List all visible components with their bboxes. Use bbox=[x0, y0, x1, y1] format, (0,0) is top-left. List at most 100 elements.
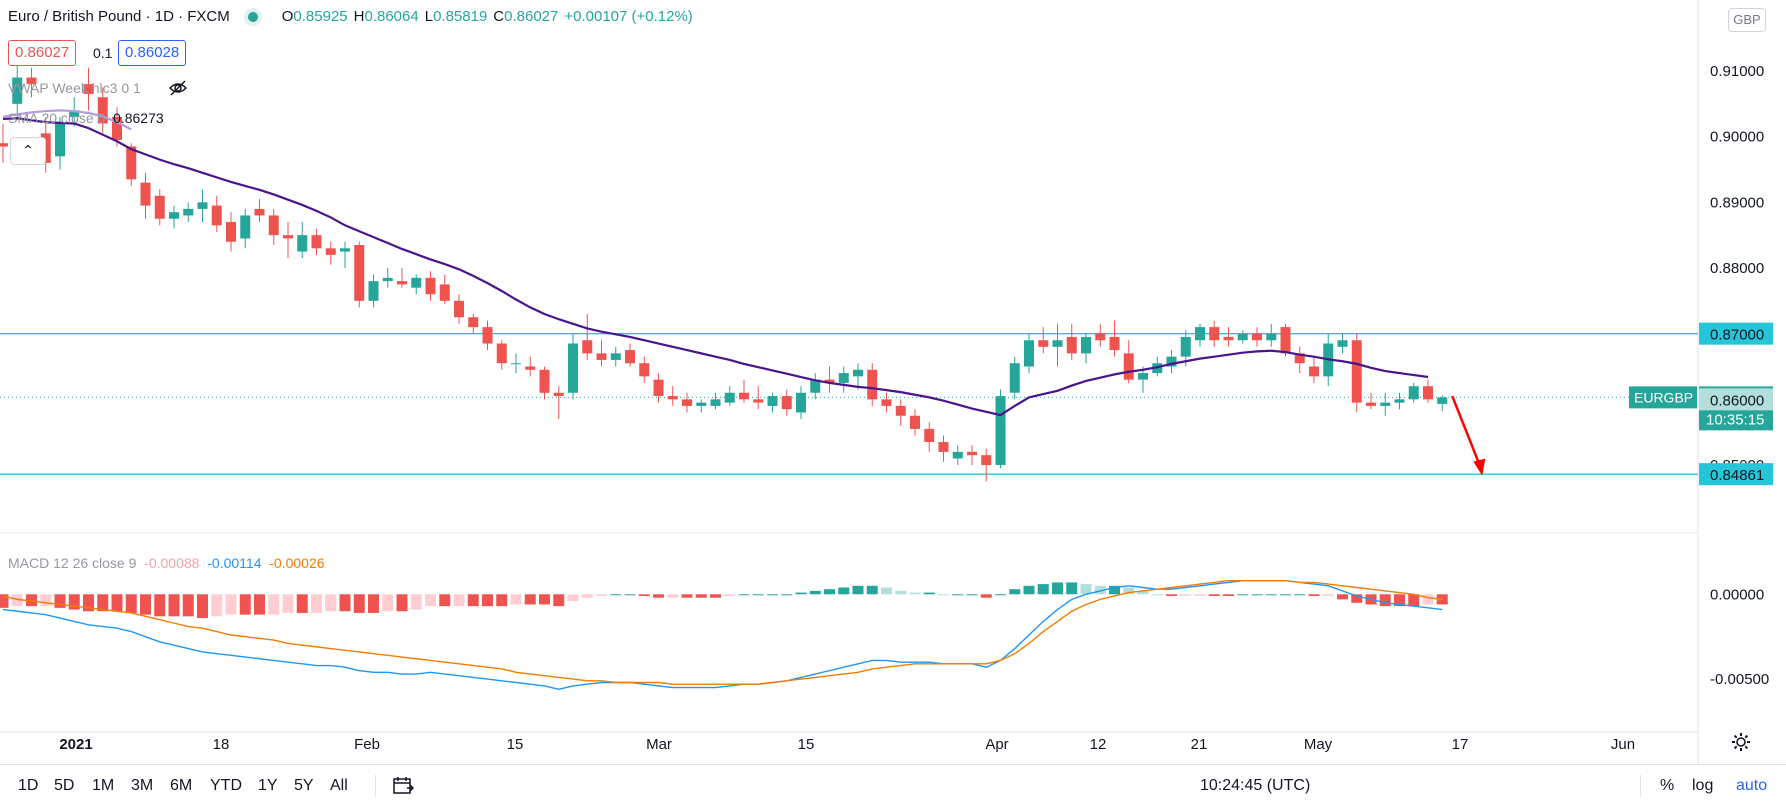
candle[interactable] bbox=[411, 274, 422, 295]
candle[interactable] bbox=[539, 366, 550, 400]
candle[interactable] bbox=[1437, 395, 1448, 412]
candle[interactable] bbox=[1095, 323, 1106, 347]
currency-button[interactable]: GBP bbox=[1728, 8, 1766, 32]
candle[interactable] bbox=[397, 268, 407, 288]
candle[interactable] bbox=[226, 212, 236, 252]
candle[interactable] bbox=[910, 409, 920, 436]
range-ytd[interactable]: YTD bbox=[210, 777, 242, 794]
candle[interactable] bbox=[625, 343, 635, 367]
candle[interactable] bbox=[653, 373, 664, 403]
candle[interactable] bbox=[425, 271, 436, 301]
candle[interactable] bbox=[254, 199, 265, 223]
candle[interactable] bbox=[867, 363, 878, 406]
candle[interactable] bbox=[1195, 323, 1205, 347]
log-scale-toggle[interactable]: log bbox=[1692, 777, 1714, 794]
candle[interactable] bbox=[97, 87, 108, 134]
candle[interactable] bbox=[553, 386, 564, 420]
macd-legend[interactable]: MACD 12 26 close 9 -0.00088 -0.00114 -0.… bbox=[8, 555, 325, 571]
candle[interactable] bbox=[268, 208, 279, 246]
candle[interactable] bbox=[767, 392, 778, 413]
candle[interactable] bbox=[739, 379, 749, 403]
calendar-icon[interactable] bbox=[392, 775, 414, 795]
candle[interactable] bbox=[454, 294, 464, 324]
candle[interactable] bbox=[382, 268, 393, 288]
auto-scale-toggle[interactable]: auto bbox=[1736, 777, 1768, 794]
candle[interactable] bbox=[682, 392, 692, 413]
candle[interactable] bbox=[240, 208, 251, 249]
candle[interactable] bbox=[26, 67, 37, 98]
candle[interactable] bbox=[639, 356, 650, 383]
gear-icon[interactable] bbox=[1730, 731, 1752, 753]
candle[interactable] bbox=[482, 320, 493, 351]
vwap-line[interactable] bbox=[2, 109, 132, 131]
candle[interactable] bbox=[1337, 333, 1348, 354]
candle[interactable] bbox=[582, 313, 593, 360]
candle[interactable] bbox=[55, 116, 65, 170]
candle[interactable] bbox=[667, 386, 678, 406]
candle[interactable] bbox=[297, 222, 308, 259]
candle[interactable] bbox=[1394, 392, 1405, 410]
candle[interactable] bbox=[154, 189, 165, 226]
candle[interactable] bbox=[824, 366, 835, 393]
candle[interactable] bbox=[283, 222, 293, 259]
candle[interactable] bbox=[169, 205, 179, 229]
range-1y[interactable]: 1Y bbox=[258, 777, 278, 794]
buy-price-button[interactable]: 0.86028 bbox=[118, 40, 187, 66]
candle[interactable] bbox=[496, 340, 507, 370]
candle[interactable] bbox=[140, 172, 151, 219]
down-arrow-line[interactable] bbox=[1451, 395, 1484, 473]
candle[interactable] bbox=[710, 392, 721, 410]
candle[interactable] bbox=[1252, 327, 1262, 347]
eye-slash-icon[interactable] bbox=[168, 79, 188, 97]
sma-legend[interactable]: SMA 20 close 0 0.86273 bbox=[8, 110, 164, 126]
candle[interactable] bbox=[1009, 356, 1020, 400]
candle[interactable] bbox=[1109, 320, 1120, 357]
candle[interactable] bbox=[895, 399, 906, 426]
chart-canvas[interactable]: 0.91000 0.90000 0.89000 0.88000 0.87000 0.860… bbox=[0, 0, 1786, 764]
candle[interactable] bbox=[1237, 330, 1248, 344]
sma-line[interactable] bbox=[2, 117, 1429, 417]
macd-line[interactable] bbox=[2, 580, 1443, 691]
candle[interactable] bbox=[211, 195, 222, 232]
candle[interactable] bbox=[1380, 392, 1391, 416]
candle[interactable] bbox=[610, 346, 621, 367]
candle[interactable] bbox=[1081, 333, 1091, 364]
candle[interactable] bbox=[1309, 356, 1319, 383]
candle[interactable] bbox=[1294, 346, 1305, 374]
candle[interactable] bbox=[924, 422, 935, 452]
candle[interactable] bbox=[1366, 392, 1376, 410]
candle[interactable] bbox=[1209, 320, 1220, 347]
candle[interactable] bbox=[568, 333, 578, 400]
candle[interactable] bbox=[753, 386, 764, 410]
range-1m[interactable]: 1M bbox=[92, 777, 115, 794]
candle[interactable] bbox=[838, 366, 849, 393]
candle[interactable] bbox=[1166, 350, 1177, 374]
candle[interactable] bbox=[525, 356, 536, 377]
candle[interactable] bbox=[1052, 323, 1063, 367]
candle[interactable] bbox=[1066, 323, 1077, 360]
candle[interactable] bbox=[881, 392, 892, 413]
candle[interactable] bbox=[724, 386, 735, 406]
candle[interactable] bbox=[1423, 379, 1433, 403]
candle[interactable] bbox=[995, 389, 1006, 469]
candle[interactable] bbox=[83, 67, 94, 111]
vwap-legend[interactable]: VWAP Week hlc3 0 1 bbox=[8, 80, 141, 96]
candle[interactable] bbox=[12, 64, 23, 121]
sell-price-button[interactable]: 0.86027 bbox=[8, 40, 77, 66]
candle[interactable] bbox=[1351, 333, 1362, 413]
candle[interactable] bbox=[781, 389, 792, 416]
candle[interactable] bbox=[368, 274, 379, 308]
candle[interactable] bbox=[952, 445, 963, 466]
candle[interactable] bbox=[810, 373, 821, 400]
candle[interactable] bbox=[1223, 327, 1234, 347]
candle[interactable] bbox=[468, 313, 479, 334]
range-3m[interactable]: 3M bbox=[131, 777, 154, 794]
range-all[interactable]: All bbox=[330, 777, 348, 794]
candle[interactable] bbox=[112, 107, 122, 147]
candle[interactable] bbox=[1038, 327, 1049, 354]
candle[interactable] bbox=[354, 241, 365, 308]
range-5y[interactable]: 5Y bbox=[294, 777, 314, 794]
percent-scale-toggle[interactable]: % bbox=[1660, 777, 1675, 794]
candle[interactable] bbox=[853, 363, 863, 390]
candle[interactable] bbox=[511, 353, 521, 374]
